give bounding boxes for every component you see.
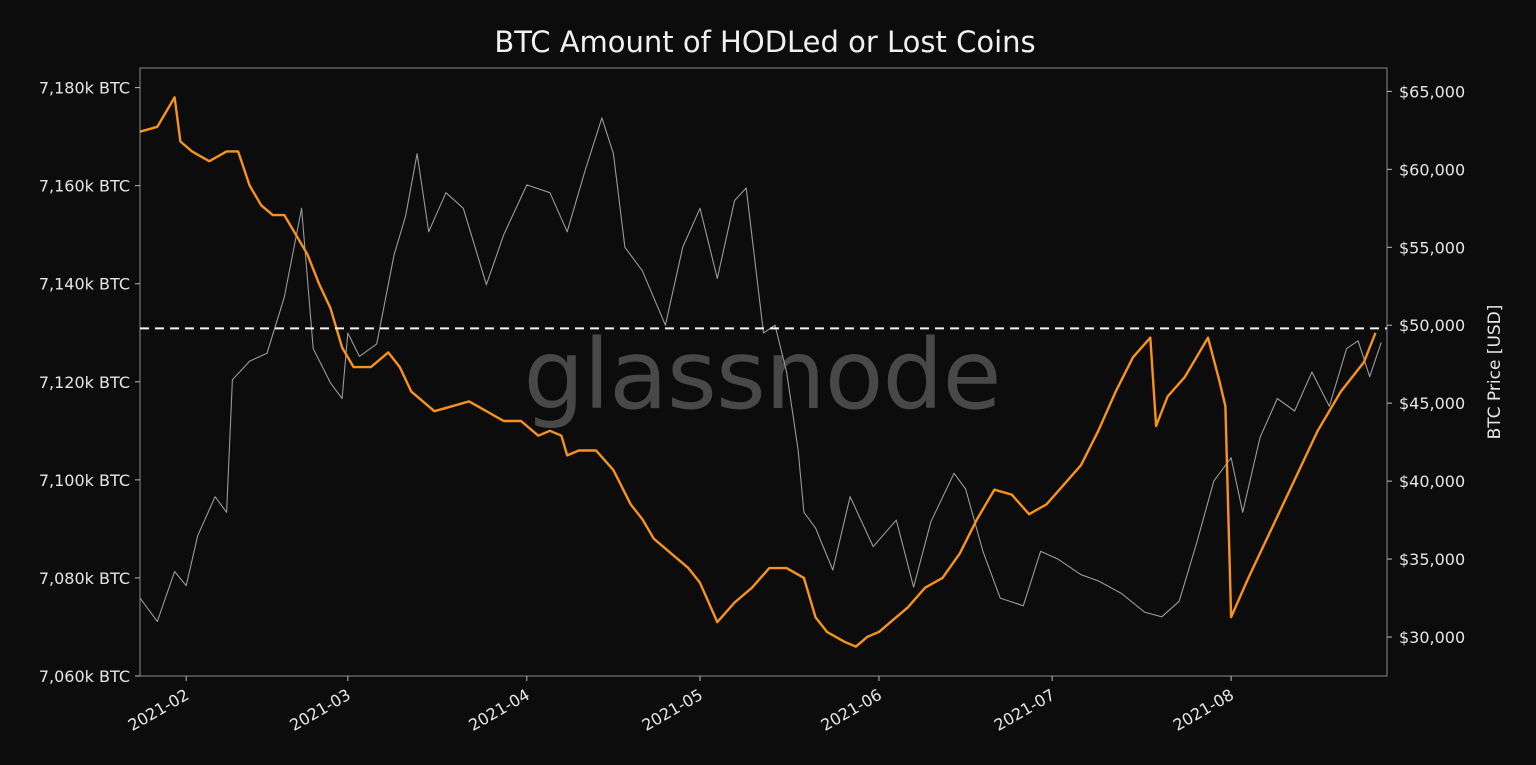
x-axis-ticks: 2021-02 2021-03 2021-04 2021-05 2021-06 2021-…: [125, 676, 1237, 735]
right-tick-label: $45,000: [1399, 394, 1465, 413]
watermark: glassnode: [523, 319, 1000, 431]
x-tick-label: 2021-02: [125, 685, 192, 735]
left-tick-label: 7,080k BTC: [39, 569, 130, 588]
x-tick-label: 2021-04: [465, 685, 532, 735]
left-tick-label: 7,160k BTC: [39, 177, 130, 196]
chart-title: BTC Amount of HODLed or Lost Coins: [494, 25, 1035, 59]
right-tick-label: $60,000: [1399, 160, 1465, 179]
right-tick-label: $35,000: [1399, 550, 1465, 569]
series-layer: [139, 96, 1382, 648]
right-tick-label: $55,000: [1399, 238, 1465, 257]
x-tick-label: 2021-05: [639, 685, 706, 735]
x-tick-label: 2021-08: [1170, 685, 1237, 735]
hodl-series-line: [139, 96, 1377, 648]
x-tick-label: 2021-06: [818, 685, 885, 735]
right-axis-ticks: $30,000 $35,000 $40,000 $45,000 $50,000 $55,0…: [1387, 82, 1465, 647]
plot-frame: [139, 67, 1388, 677]
left-tick-label: 7,180k BTC: [39, 79, 130, 98]
left-tick-label: 7,060k BTC: [39, 667, 130, 686]
left-tick-label: 7,140k BTC: [39, 275, 130, 294]
right-tick-label: $65,000: [1399, 82, 1465, 101]
right-tick-label: $30,000: [1399, 628, 1465, 647]
price-series-line: [139, 117, 1382, 622]
left-axis-ticks: 7,060k BTC 7,080k BTC 7,100k BTC 7,120k BTC…: [39, 79, 140, 686]
x-tick-label: 2021-03: [286, 685, 353, 735]
left-tick-label: 7,100k BTC: [39, 471, 130, 490]
right-tick-label: $40,000: [1399, 472, 1465, 491]
right-axis-label: BTC Price [USD]: [1485, 305, 1505, 440]
right-tick-label: $50,000: [1399, 316, 1465, 335]
x-tick-label: 2021-07: [991, 685, 1058, 735]
left-tick-label: 7,120k BTC: [39, 373, 130, 392]
